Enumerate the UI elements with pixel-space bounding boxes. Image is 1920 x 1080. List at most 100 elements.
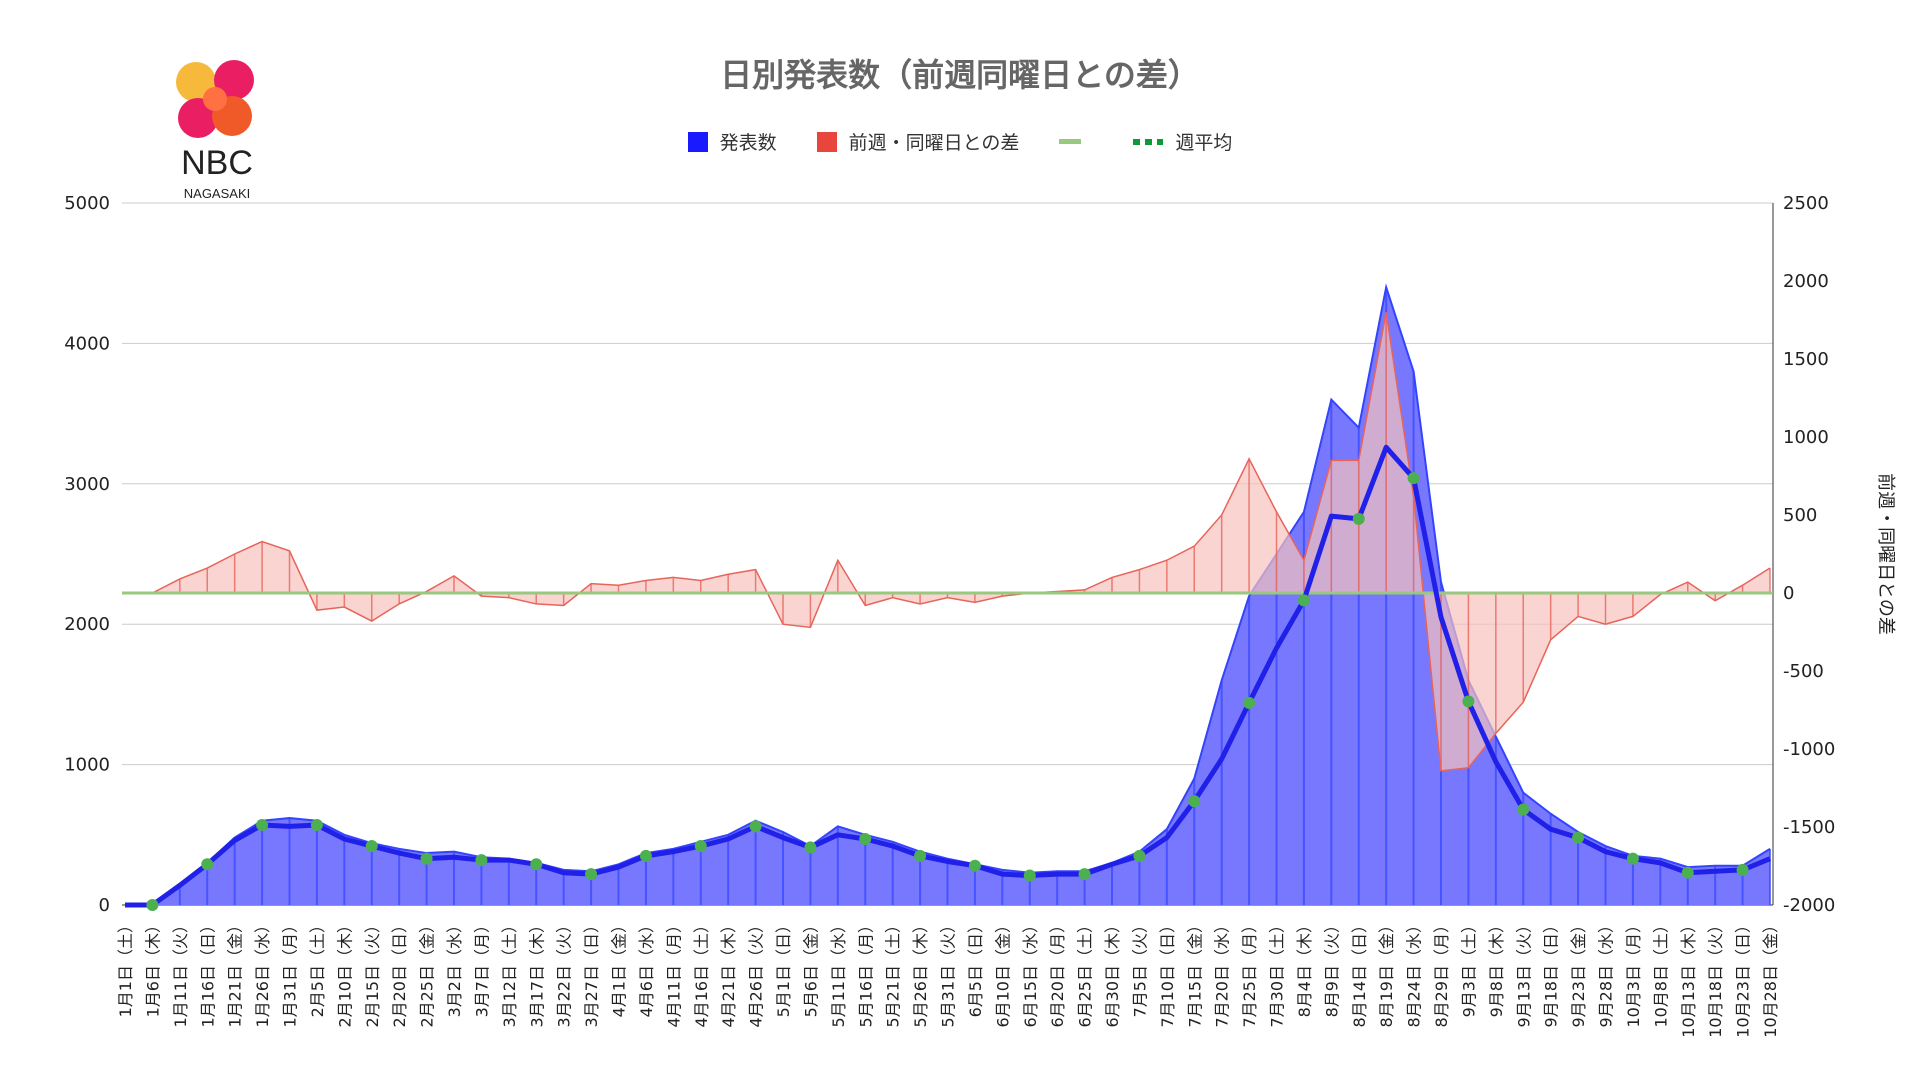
x-tick-label: 10月28日（金） xyxy=(1761,917,1780,1038)
x-tick-label: 5月6日（金） xyxy=(801,917,820,1017)
legend-item-diff: 前週・同曜日との差 xyxy=(816,128,1020,155)
legend-label-average: 週平均 xyxy=(1175,132,1233,154)
x-tick-label: 2月20日（日） xyxy=(390,917,409,1028)
weekly-average-point xyxy=(804,841,817,854)
x-tick-label: 9月18日（日） xyxy=(1542,917,1561,1028)
x-tick-label: 3月27日（日） xyxy=(582,917,601,1028)
x-tick-label: 6月10日（金） xyxy=(993,917,1012,1028)
logo-text: NBC xyxy=(181,144,253,182)
left-tick-label: 0 xyxy=(99,895,110,916)
weekly-average-point xyxy=(475,854,488,867)
x-tick-label: 7月30日（土） xyxy=(1268,917,1287,1028)
left-tick-label: 5000 xyxy=(64,193,110,214)
legend-item-count: 発表数 xyxy=(687,128,777,155)
x-tick-label: 7月20日（水） xyxy=(1213,917,1232,1028)
weekly-average-point xyxy=(530,858,543,871)
weekly-average-point xyxy=(1297,594,1310,607)
x-tick-label: 5月21日（土） xyxy=(884,917,903,1028)
weekly-average-point xyxy=(310,818,323,831)
x-tick-label: 4月21日（木） xyxy=(719,917,738,1028)
right-tick-label: 2000 xyxy=(1783,271,1829,292)
x-tick-label: 2月5日（土） xyxy=(308,917,327,1017)
x-tick-label: 5月31日（火） xyxy=(939,917,958,1028)
x-tick-label: 3月7日（月） xyxy=(472,917,491,1017)
x-tick-label: 4月6日（水） xyxy=(637,917,656,1017)
weekly-average-point xyxy=(1736,863,1749,876)
x-tick-label: 1月31日（月） xyxy=(281,917,300,1028)
legend-swatch-zero xyxy=(1059,139,1082,144)
x-tick-label: 7月15日（金） xyxy=(1185,917,1204,1028)
x-tick-label: 7月25日（月） xyxy=(1240,917,1259,1028)
x-tick-label: 5月16日（月） xyxy=(856,917,875,1028)
x-tick-label: 3月2日（水） xyxy=(445,917,464,1017)
weekly-average-point xyxy=(1023,869,1036,882)
weekly-average-point xyxy=(1462,695,1475,708)
weekly-average-point xyxy=(859,833,872,846)
x-tick-label: 2月15日（火） xyxy=(363,917,382,1028)
weekly-average-point xyxy=(1188,795,1201,808)
weekly-average-point xyxy=(914,849,927,862)
weekly-average-point xyxy=(1243,696,1256,709)
weekly-average-point xyxy=(201,858,214,871)
x-tick-label: 4月1日（金） xyxy=(610,917,629,1017)
x-tick-label: 6月30日（木） xyxy=(1103,917,1122,1028)
x-tick-label: 9月23日（金） xyxy=(1569,917,1588,1028)
x-tick-label: 4月26日（火） xyxy=(747,917,766,1028)
diff-line xyxy=(125,312,1771,772)
legend-label-count: 発表数 xyxy=(719,132,777,154)
weekly-average-point xyxy=(1407,472,1420,485)
x-tick-label: 2月25日（金） xyxy=(418,917,437,1028)
left-tick-label: 2000 xyxy=(64,614,110,635)
legend-swatch-count xyxy=(687,131,708,152)
x-tick-label: 5月26日（木） xyxy=(911,917,930,1028)
x-tick-label: 10月18日（火） xyxy=(1706,917,1725,1038)
x-tick-label: 10月13日（木） xyxy=(1679,917,1698,1038)
right-tick-label: 2500 xyxy=(1783,193,1829,214)
right-tick-label: -1000 xyxy=(1783,739,1835,760)
weekly-average-point xyxy=(146,899,159,911)
x-tick-label: 7月5日（火） xyxy=(1130,917,1149,1017)
x-tick-label: 5月1日（日） xyxy=(774,917,793,1017)
weekly-average-point xyxy=(1572,831,1585,844)
x-tick-label: 8月4日（木） xyxy=(1295,917,1314,1017)
weekly-average-point xyxy=(1078,868,1091,881)
right-tick-label: 1500 xyxy=(1783,349,1829,370)
weekly-average-point xyxy=(749,820,762,833)
chart-title: 日別発表数（前週同曜日との差） xyxy=(720,56,1200,94)
x-tick-label: 9月28日（水） xyxy=(1597,917,1616,1028)
x-tick-label: 9月8日（木） xyxy=(1487,917,1506,1017)
x-tick-label: 6月25日（土） xyxy=(1076,917,1095,1028)
left-tick-label: 3000 xyxy=(64,474,110,495)
left-tick-label: 1000 xyxy=(64,755,110,776)
legend-swatch-diff xyxy=(816,131,837,152)
legend-item-average: 週平均 xyxy=(1133,128,1232,155)
x-tick-label: 8月19日（金） xyxy=(1377,917,1396,1028)
legend-label-diff: 前週・同曜日との差 xyxy=(848,132,1020,154)
x-tick-label: 5月11日（水） xyxy=(829,917,848,1028)
x-tick-label: 6月20日（月） xyxy=(1048,917,1067,1028)
x-tick-label: 6月5日（日） xyxy=(966,917,985,1017)
weekly-average-point xyxy=(1681,866,1694,879)
x-tick-label: 3月12日（土） xyxy=(500,917,519,1028)
x-tick-label: 8月29日（月） xyxy=(1432,917,1451,1028)
x-tick-label: 1月26日（水） xyxy=(253,917,272,1028)
x-tick-label: 8月14日（日） xyxy=(1350,917,1369,1028)
weekly-average-point xyxy=(256,818,269,831)
x-tick-label: 1月6日（木） xyxy=(143,917,162,1017)
weekly-average-point xyxy=(968,859,981,872)
x-tick-label: 1月16日（日） xyxy=(198,917,217,1028)
logo-subtext: NAGASAKI xyxy=(184,186,250,201)
weekly-average-point xyxy=(1352,512,1365,525)
nbc-nagasaki-logo: NBC NAGASAKI xyxy=(172,58,262,208)
right-tick-label: 0 xyxy=(1783,583,1794,604)
chart-legend: 発表数 前週・同曜日との差 週平均 xyxy=(0,128,1920,155)
weekly-average-point xyxy=(1133,849,1146,862)
weekly-average-point xyxy=(694,840,707,853)
right-tick-label: 500 xyxy=(1783,505,1817,526)
x-tick-label: 4月16日（土） xyxy=(692,917,711,1028)
weekly-average-point xyxy=(585,868,598,881)
right-tick-label: -500 xyxy=(1783,661,1824,682)
weekly-average-point xyxy=(1517,803,1530,816)
right-axis-title: 前週・同曜日との差 xyxy=(1875,473,1896,635)
